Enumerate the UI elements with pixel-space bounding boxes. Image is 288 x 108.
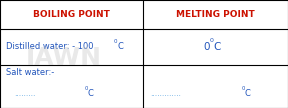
Text: 0: 0 xyxy=(210,38,214,43)
Text: 0: 0 xyxy=(114,39,117,44)
Text: .............: ............. xyxy=(150,89,181,98)
Text: 0: 0 xyxy=(242,86,245,91)
Text: C: C xyxy=(117,42,123,52)
Text: Distilled water: - 100: Distilled water: - 100 xyxy=(6,42,93,52)
Text: C: C xyxy=(88,89,94,98)
Text: BOILING POINT: BOILING POINT xyxy=(33,10,110,19)
Text: MELTING POINT: MELTING POINT xyxy=(176,10,255,19)
Text: 0: 0 xyxy=(85,86,88,91)
Text: .........: ......... xyxy=(14,89,36,98)
Text: IAWN: IAWN xyxy=(25,46,101,70)
Text: C: C xyxy=(245,89,251,98)
Text: Salt water:-: Salt water:- xyxy=(6,68,54,77)
Text: 0: 0 xyxy=(204,42,210,52)
Text: C: C xyxy=(214,42,221,52)
